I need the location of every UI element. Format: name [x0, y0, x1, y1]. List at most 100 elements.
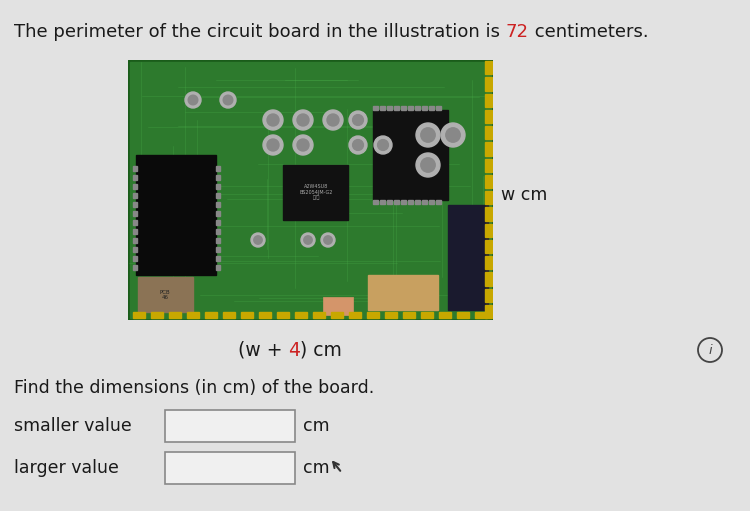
Circle shape: [188, 95, 198, 105]
Bar: [415, 106, 420, 110]
Text: Find the dimensions (in cm) of the board.: Find the dimensions (in cm) of the board…: [14, 379, 374, 397]
Bar: [216, 229, 220, 234]
Circle shape: [377, 140, 388, 150]
Bar: [216, 184, 220, 189]
Text: (w +: (w +: [238, 340, 288, 360]
Bar: [373, 200, 378, 204]
Circle shape: [297, 114, 309, 126]
Bar: [151, 312, 163, 318]
Text: cm: cm: [303, 459, 330, 477]
Bar: [133, 193, 137, 198]
Circle shape: [327, 114, 339, 126]
Text: i: i: [708, 344, 712, 357]
Bar: [422, 106, 427, 110]
Bar: [439, 312, 451, 318]
Bar: [380, 200, 385, 204]
Bar: [133, 220, 137, 225]
Bar: [313, 312, 325, 318]
Bar: [133, 247, 137, 252]
Circle shape: [263, 135, 283, 155]
Bar: [485, 158, 492, 172]
Bar: [331, 312, 343, 318]
Bar: [133, 175, 137, 180]
Circle shape: [374, 136, 392, 154]
Bar: [421, 312, 433, 318]
Bar: [216, 238, 220, 243]
Bar: [205, 312, 217, 318]
Circle shape: [446, 128, 460, 142]
Bar: [485, 240, 492, 253]
Text: A2W4SU8
BS2054JM-G2
⬛/⬛: A2W4SU8 BS2054JM-G2 ⬛/⬛: [299, 183, 333, 200]
Bar: [216, 202, 220, 207]
Bar: [485, 175, 492, 188]
Circle shape: [251, 233, 265, 247]
Bar: [457, 312, 469, 318]
Bar: [138, 277, 193, 312]
Bar: [485, 61, 492, 74]
Bar: [295, 312, 307, 318]
Bar: [485, 142, 492, 155]
Text: PCB
46: PCB 46: [160, 290, 170, 300]
Bar: [133, 202, 137, 207]
Circle shape: [349, 111, 367, 129]
Bar: [448, 205, 488, 310]
Bar: [401, 200, 406, 204]
Bar: [216, 247, 220, 252]
Bar: [216, 166, 220, 171]
Circle shape: [416, 123, 440, 147]
Circle shape: [421, 128, 435, 142]
Text: smaller value: smaller value: [14, 417, 132, 435]
Bar: [133, 238, 137, 243]
Circle shape: [293, 110, 313, 130]
Bar: [485, 272, 492, 286]
Circle shape: [352, 114, 364, 125]
Text: cm: cm: [303, 417, 330, 435]
Bar: [485, 256, 492, 269]
Circle shape: [263, 110, 283, 130]
Circle shape: [324, 236, 332, 244]
Circle shape: [224, 95, 232, 105]
Circle shape: [297, 139, 309, 151]
Bar: [485, 77, 492, 90]
Bar: [216, 193, 220, 198]
Bar: [216, 265, 220, 270]
Circle shape: [185, 92, 201, 108]
Bar: [408, 200, 413, 204]
Circle shape: [301, 233, 315, 247]
Bar: [485, 110, 492, 123]
Circle shape: [349, 136, 367, 154]
Text: The perimeter of the circuit board in the illustration is: The perimeter of the circuit board in th…: [14, 23, 506, 41]
Text: 72: 72: [506, 23, 529, 41]
Circle shape: [323, 110, 343, 130]
Bar: [216, 211, 220, 216]
Bar: [380, 106, 385, 110]
Bar: [429, 200, 434, 204]
Bar: [394, 200, 399, 204]
FancyBboxPatch shape: [165, 410, 295, 442]
Bar: [368, 275, 438, 310]
Bar: [401, 106, 406, 110]
Bar: [349, 312, 361, 318]
Circle shape: [267, 114, 279, 126]
Circle shape: [220, 92, 236, 108]
Bar: [133, 265, 137, 270]
Bar: [323, 297, 353, 315]
Bar: [485, 126, 492, 140]
Circle shape: [421, 158, 435, 172]
Circle shape: [416, 153, 440, 177]
Bar: [422, 200, 427, 204]
Bar: [385, 312, 397, 318]
Circle shape: [293, 135, 313, 155]
Text: ) cm: ) cm: [300, 340, 342, 360]
Circle shape: [321, 233, 335, 247]
Bar: [485, 223, 492, 237]
Bar: [415, 200, 420, 204]
Bar: [485, 94, 492, 107]
Bar: [403, 312, 415, 318]
Bar: [241, 312, 253, 318]
Bar: [133, 166, 137, 171]
Circle shape: [352, 140, 364, 150]
Bar: [485, 207, 492, 221]
Bar: [408, 106, 413, 110]
Bar: [373, 106, 378, 110]
